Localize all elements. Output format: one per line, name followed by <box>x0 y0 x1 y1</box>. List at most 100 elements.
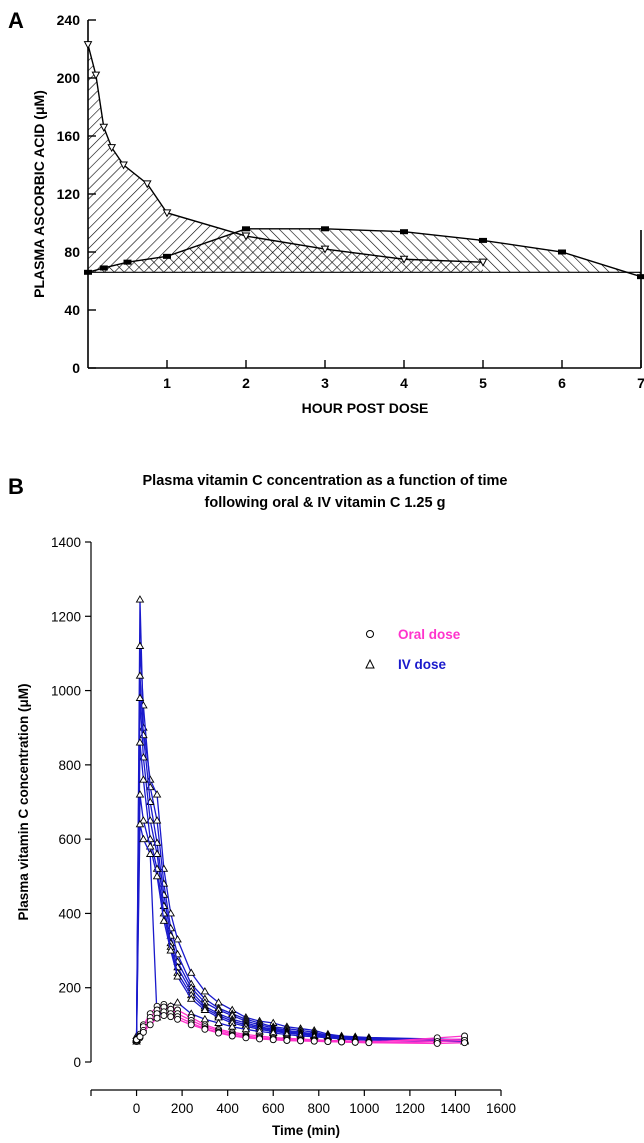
series-2-point <box>99 265 108 271</box>
series-1-point <box>241 232 251 241</box>
y-axis-label: PLASMA ASCORBIC ACID (μM) <box>31 90 47 298</box>
y-tick-label: 40 <box>64 302 80 318</box>
iv-series-point <box>173 998 182 1006</box>
iv-series-point <box>145 849 155 857</box>
chart-b-title-line-1: Plasma vitamin C concentration as a func… <box>142 473 508 489</box>
chart-b-title-line-2: following oral & IV vitamin C 1.25 g <box>204 495 446 511</box>
iv-series-point <box>152 816 162 824</box>
oral-series-point <box>174 1015 182 1023</box>
legend-label-iv: IV dose <box>398 657 447 672</box>
iv-series-point <box>166 946 176 954</box>
x-tick-label: 1400 <box>440 1101 470 1116</box>
panel-b-letter: B <box>8 474 24 499</box>
x-tick-label: 4 <box>400 375 408 391</box>
iv-series-point <box>152 871 162 880</box>
x-tick-label: 5 <box>479 375 487 391</box>
x-tick-label: 1 <box>163 375 171 391</box>
y-tick-label: 0 <box>73 1055 81 1070</box>
y-tick-label: 160 <box>57 128 81 144</box>
area-under-curve-1 <box>88 44 483 273</box>
series-1-point <box>91 71 101 80</box>
x-axis-label: Time (min) <box>272 1123 340 1138</box>
x-tick-label: 400 <box>216 1101 239 1116</box>
legend-label-oral: Oral dose <box>398 627 461 642</box>
series-2-point <box>84 269 92 275</box>
y-tick-label: 1000 <box>51 684 81 699</box>
oral-series-point <box>139 1028 147 1036</box>
y-tick-label: 600 <box>58 832 81 847</box>
series-2-point <box>123 259 132 265</box>
y-tick-label: 400 <box>58 906 81 921</box>
oral-series-point <box>351 1038 359 1046</box>
iv-series-point <box>173 935 182 943</box>
y-tick-label: 200 <box>58 981 81 996</box>
oral-series-point <box>365 1039 373 1047</box>
iv-series-point <box>139 834 148 843</box>
oral-series-point <box>461 1039 469 1047</box>
x-tick-label: 0 <box>133 1101 141 1116</box>
legend-iv-marker <box>365 658 375 669</box>
oral-series-point <box>228 1032 236 1040</box>
oral-series-point <box>146 1021 154 1029</box>
series-2-line <box>87 228 642 278</box>
series-1-point <box>107 144 117 153</box>
oral-series-point <box>297 1037 305 1045</box>
iv-series-point <box>139 816 148 824</box>
oral-series-point <box>242 1034 250 1042</box>
iv-series-point <box>152 849 162 857</box>
series-1-point <box>142 180 152 189</box>
x-tick-label: 1000 <box>349 1101 379 1116</box>
oral-series-point <box>167 1013 175 1021</box>
oral-series-point <box>433 1039 441 1047</box>
series-2-point <box>637 274 644 280</box>
x-tick-label: 2 <box>242 375 250 391</box>
iv-series-point <box>135 819 145 828</box>
y-tick-label: 120 <box>57 186 81 202</box>
x-tick-label: 7 <box>637 375 644 391</box>
oral-series-point <box>153 1014 161 1022</box>
x-tick-label: 600 <box>262 1101 285 1116</box>
series-1-point <box>83 41 93 50</box>
y-tick-label: 80 <box>64 244 80 260</box>
y-axis-label: Plasma vitamin C concentration (μM) <box>16 683 31 920</box>
iv-series-point <box>186 994 196 1002</box>
oral-series-point <box>215 1029 223 1037</box>
y-tick-label: 1200 <box>51 609 81 624</box>
oral-series-point <box>338 1038 346 1046</box>
iv-series-line <box>135 824 465 1043</box>
iv-series-point <box>173 972 182 980</box>
series-1-point <box>99 123 109 132</box>
x-axis-label: HOUR POST DOSE <box>302 400 429 416</box>
oral-series-point <box>310 1037 318 1045</box>
iv-series-point <box>135 671 145 679</box>
series-1-point <box>320 245 330 254</box>
y-tick-label: 0 <box>72 360 80 376</box>
oral-series-point <box>136 1033 144 1041</box>
oral-series-point <box>160 1012 168 1020</box>
iv-series-point <box>200 987 210 995</box>
x-tick-label: 1600 <box>486 1101 516 1116</box>
y-tick-label: 200 <box>57 70 81 86</box>
iv-series-point <box>135 738 145 746</box>
x-tick-label: 3 <box>321 375 329 391</box>
series-1-point <box>162 209 172 218</box>
x-tick-label: 1200 <box>395 1101 425 1116</box>
legend-oral-marker <box>366 630 374 638</box>
x-tick-label: 200 <box>171 1101 194 1116</box>
iv-series-point <box>159 916 169 924</box>
x-tick-label: 6 <box>558 375 566 391</box>
iv-series-point <box>214 1018 223 1026</box>
series-1-point <box>478 258 488 267</box>
oral-series-point <box>283 1037 291 1044</box>
chart-a: 0 40 80 120 160 200 240 1 2 3 4 5 6 7 HOUR POST DOSE P… <box>31 12 644 416</box>
iv-series-line <box>135 742 465 1042</box>
iv-series-line <box>135 794 465 1043</box>
series-2-point <box>321 226 329 232</box>
chart-b: 0 200 400 600 800 1000 1200 1400 0 200 400 600 800 10… <box>16 535 516 1138</box>
series-2-point <box>400 229 408 235</box>
series-2-point <box>479 237 487 243</box>
iv-series-point <box>135 641 145 649</box>
iv-series-point <box>139 775 148 783</box>
iv-series-point <box>186 968 196 976</box>
series-2-point <box>558 249 566 255</box>
